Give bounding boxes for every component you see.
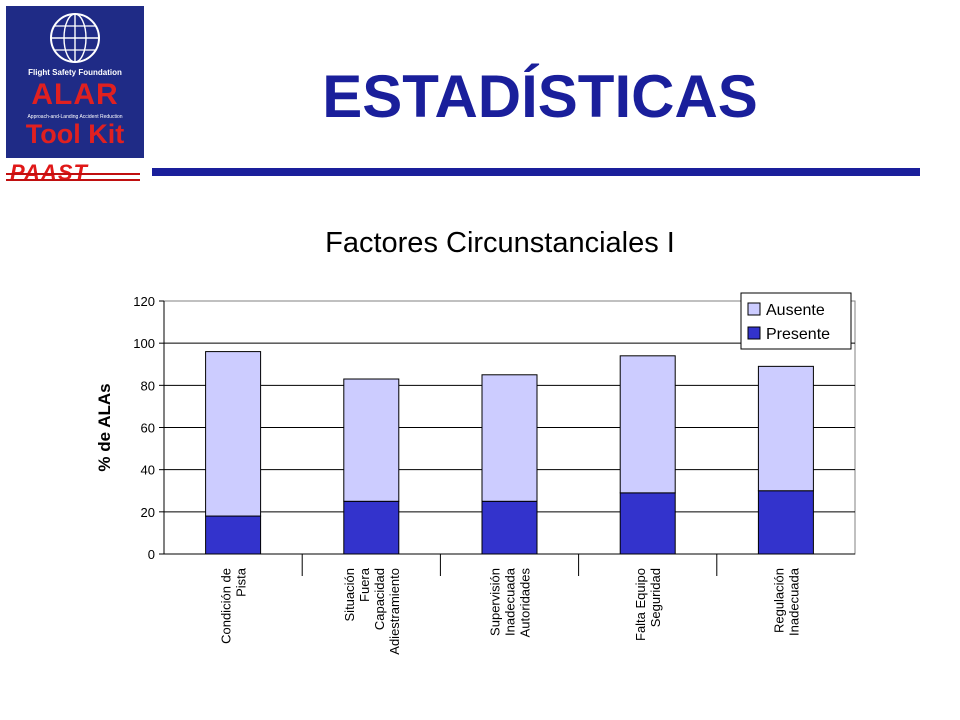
y-axis-label: % de ALAs <box>95 383 114 471</box>
program-underline <box>6 173 140 175</box>
bar-presente <box>757 490 814 555</box>
logo-product: Tool Kit <box>25 119 125 149</box>
x-tick-label: Pista <box>234 567 249 597</box>
page-title: ESTADÍSTICAS <box>322 63 758 130</box>
bar-ausente <box>481 374 538 502</box>
y-tick-label: 100 <box>133 336 155 351</box>
globe-icon <box>50 13 100 63</box>
x-tick-label: Falta Equipo <box>633 568 648 641</box>
x-tick-label: Regulación <box>771 568 786 633</box>
legend-label: Presente <box>766 326 830 343</box>
bar-ausente <box>619 355 676 494</box>
x-tick-label: Autoridades <box>518 568 533 638</box>
legend-box <box>740 292 852 350</box>
bar-presente <box>343 500 400 555</box>
x-tick-label: Inadecuada <box>786 567 801 636</box>
legend-label: Ausente <box>766 302 825 319</box>
bar-presente <box>205 515 262 555</box>
y-tick-label: 0 <box>148 547 155 562</box>
x-tick-label: Adiestramiento <box>387 568 402 655</box>
legend-swatch <box>747 302 761 316</box>
logo-tagline: Approach-and-Landing Accident Reduction <box>27 114 123 120</box>
x-tick-label: Seguridad <box>648 568 663 627</box>
chart-title: Factores Circunstanciales I <box>325 227 675 259</box>
legend-swatch <box>747 326 761 340</box>
y-tick-label: 80 <box>141 378 155 393</box>
x-tick-label: Inadecuada <box>503 567 518 636</box>
logo-name: ALAR <box>31 78 119 111</box>
program-underline <box>6 179 140 181</box>
x-tick-label: Fuera <box>357 567 372 602</box>
y-tick-label: 120 <box>133 294 155 309</box>
bar-ausente <box>205 351 262 517</box>
x-tick-label: Condición de <box>219 568 234 644</box>
y-tick-label: 20 <box>141 505 155 520</box>
y-tick-label: 40 <box>141 463 155 478</box>
title-rule <box>152 168 920 176</box>
bar-ausente <box>757 365 814 492</box>
bar-ausente <box>343 378 400 502</box>
x-tick-label: Supervisión <box>488 568 503 636</box>
y-tick-label: 60 <box>141 421 155 436</box>
x-tick-label: Capacidad <box>372 568 387 630</box>
logo-org: Flight Safety Foundation <box>28 68 122 77</box>
bar-presente <box>619 492 676 555</box>
alar-logo: Flight Safety Foundation ALAR Approach-a… <box>6 6 144 158</box>
bar-presente <box>481 500 538 555</box>
x-tick-label: Situación <box>342 568 357 621</box>
